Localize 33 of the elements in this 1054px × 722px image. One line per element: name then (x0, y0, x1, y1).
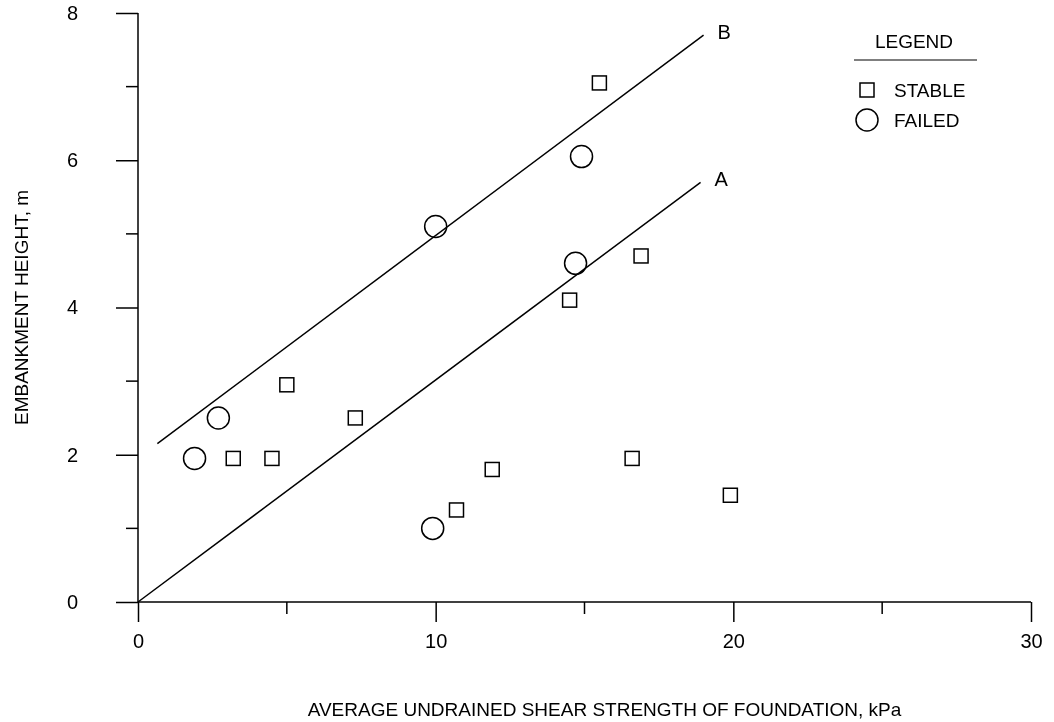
point (206, 406, 231, 430)
legend-title: LEGEND (874, 31, 954, 52)
point (182, 446, 207, 471)
annotation: B (717, 21, 731, 44)
point (448, 502, 465, 518)
y-tick-label: 8 (66, 1, 78, 24)
x-axis-title: AVERAGE UNDRAINED SHEAR STRENGTH OF FOUNDATION, kPa (307, 699, 902, 720)
annotation: A (714, 168, 729, 191)
y-tick-label: 6 (66, 149, 78, 172)
point (423, 214, 448, 239)
point (569, 144, 594, 169)
x-tick-label: 0 (132, 630, 145, 653)
point (347, 410, 364, 426)
point (633, 248, 649, 264)
legend-label: FAILED (894, 110, 960, 131)
point (420, 516, 445, 541)
x-tick-label: 10 (425, 630, 448, 653)
x-tick-label: 20 (722, 630, 745, 653)
point (264, 450, 280, 467)
y-axis-title: EMBANKMENT HEIGHT, m (11, 189, 32, 426)
point (722, 487, 739, 503)
point (563, 251, 588, 276)
y-tick-label: 2 (66, 443, 78, 466)
point (591, 75, 608, 91)
point (624, 450, 640, 467)
point (279, 377, 295, 393)
point (225, 450, 241, 467)
y-tick-label: 4 (66, 296, 78, 319)
point (484, 461, 500, 478)
point (561, 292, 578, 308)
y-tick-label: 0 (66, 590, 78, 613)
x-tick-label: 30 (1020, 630, 1043, 653)
legend-label: STABLE (894, 80, 966, 101)
